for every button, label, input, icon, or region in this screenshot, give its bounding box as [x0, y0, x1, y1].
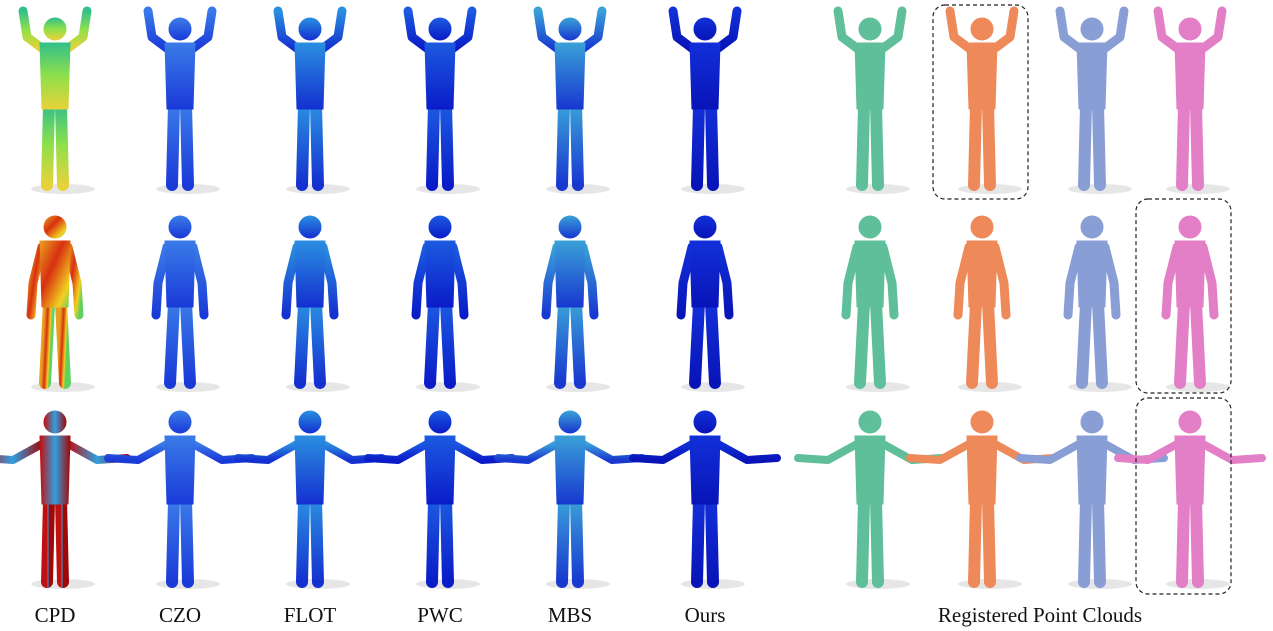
caption: MBS [548, 603, 592, 627]
caption: CZO [159, 603, 201, 627]
body-scan [673, 11, 745, 194]
body-scan [950, 11, 1022, 194]
body-scan [1118, 411, 1262, 589]
body-scan [546, 216, 610, 392]
body-scan [148, 11, 220, 194]
body-scan [156, 216, 220, 392]
body-scan [538, 11, 610, 194]
caption: Registered Point Clouds [938, 603, 1142, 627]
caption: Ours [685, 603, 726, 627]
body-scan [0, 411, 127, 589]
body-scan [1060, 11, 1132, 194]
body-scan [416, 216, 480, 392]
figure-grid [0, 11, 1262, 589]
highlight-boxes [932, 4, 1232, 595]
body-scan [108, 411, 252, 589]
body-scan [238, 411, 382, 589]
caption: CPD [35, 603, 76, 627]
body-scan [958, 216, 1022, 392]
body-scan [838, 11, 910, 194]
body-scan [1158, 11, 1230, 194]
body-scan [633, 411, 777, 589]
body-scan [681, 216, 745, 392]
highlight-box [1135, 198, 1232, 394]
body-scan [1166, 216, 1230, 392]
body-scan [1020, 411, 1164, 589]
body-scan [798, 411, 942, 589]
body-scan [1068, 216, 1132, 392]
highlight-box [932, 4, 1029, 200]
body-scan [31, 216, 95, 392]
caption: PWC [417, 603, 463, 627]
caption: FLOT [284, 603, 337, 627]
body-scan [278, 11, 350, 194]
body-scan [286, 216, 350, 392]
body-scan [910, 411, 1054, 589]
body-scan [846, 216, 910, 392]
body-scan [368, 411, 512, 589]
body-scan [23, 11, 95, 194]
highlight-box [1135, 397, 1232, 595]
body-scan [408, 11, 480, 194]
body-scan [498, 411, 642, 589]
captions: CPD CZO FLOT PWC MBS Ours Registered Poi… [35, 603, 1143, 627]
